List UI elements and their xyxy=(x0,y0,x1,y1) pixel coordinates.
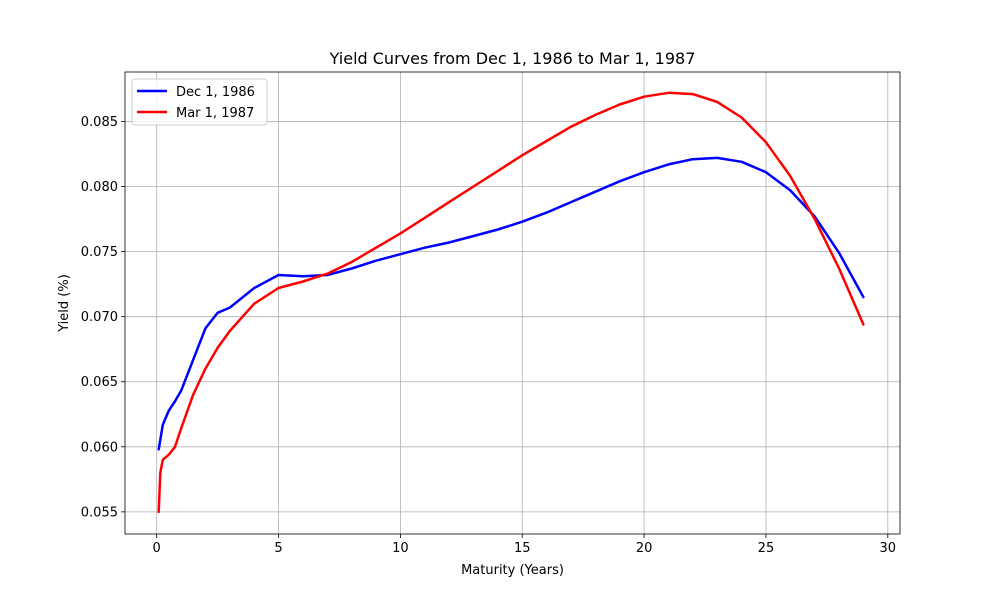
y-tick-label: 0.060 xyxy=(81,440,118,455)
y-axis-label: Yield (%) xyxy=(57,274,72,333)
grid xyxy=(125,72,900,534)
y-tick-label: 0.065 xyxy=(81,375,118,390)
x-axis-label: Maturity (Years) xyxy=(461,563,564,578)
x-tick-label: 25 xyxy=(758,541,775,556)
x-tick-label: 15 xyxy=(514,541,531,556)
y-tick-label: 0.085 xyxy=(81,115,118,130)
legend-label-mar-1987: Mar 1, 1987 xyxy=(176,106,254,121)
axes-frame xyxy=(124,71,901,535)
x-tick-label: 20 xyxy=(636,541,653,556)
x-tick-label: 10 xyxy=(392,541,409,556)
series-line-1 xyxy=(157,91,865,514)
y-tick-label: 0.055 xyxy=(81,505,118,520)
ticks: 0 5 10 15 20 25 30 0.055 0.060 0.065 0.070 0.075 0.0… xyxy=(81,115,896,556)
chart-title: Yield Curves from Dec 1, 1986 to Mar 1, … xyxy=(329,49,696,68)
series-line-0 xyxy=(157,156,865,451)
y-tick-label: 0.080 xyxy=(81,180,118,195)
x-tick-label: 0 xyxy=(153,541,161,556)
y-tick-label: 0.075 xyxy=(81,245,118,260)
legend: Dec 1, 1986 Mar 1, 1987 xyxy=(131,78,268,126)
x-tick-label: 30 xyxy=(880,541,897,556)
series-lines xyxy=(157,91,865,514)
legend-label-dec-1986: Dec 1, 1986 xyxy=(176,85,255,100)
x-tick-label: 5 xyxy=(274,541,282,556)
y-tick-label: 0.070 xyxy=(81,310,118,325)
